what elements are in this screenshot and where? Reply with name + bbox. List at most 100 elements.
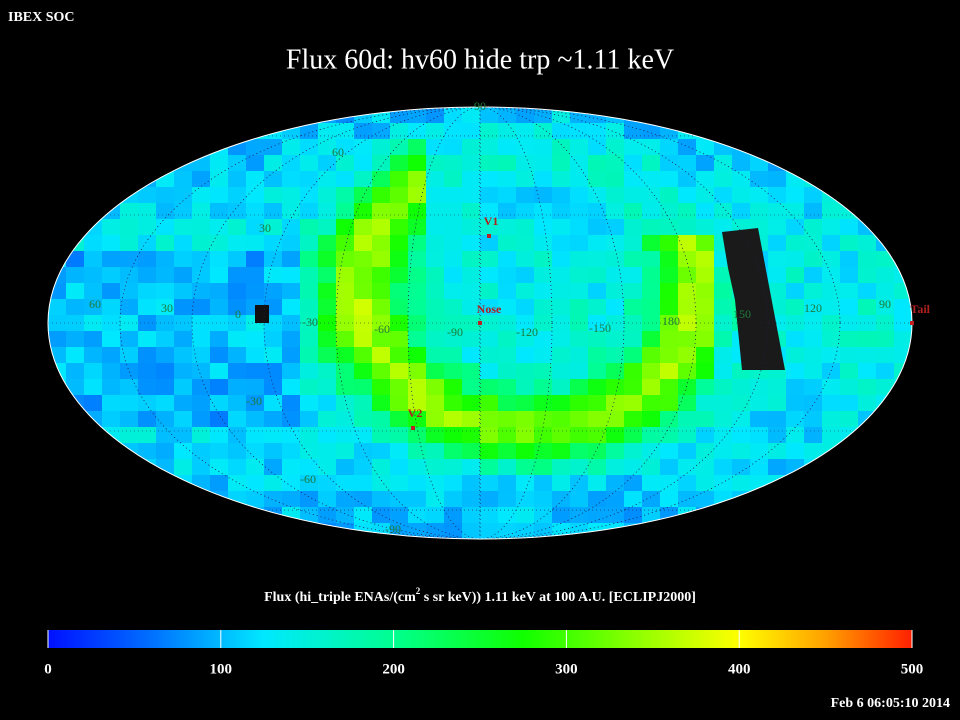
flux-pixel bbox=[588, 203, 607, 220]
flux-pixel bbox=[318, 187, 337, 204]
flux-pixel bbox=[462, 507, 481, 524]
flux-pixel bbox=[282, 459, 301, 476]
flux-pixel bbox=[408, 443, 427, 460]
flux-pixel bbox=[624, 459, 643, 476]
flux-pixel bbox=[354, 283, 373, 300]
flux-pixel bbox=[300, 283, 319, 300]
flux-pixel bbox=[534, 539, 553, 556]
flux-pixel bbox=[642, 267, 661, 284]
flux-pixel bbox=[606, 283, 625, 300]
flux-pixel bbox=[840, 379, 859, 396]
flux-pixel bbox=[696, 251, 715, 268]
flux-pixel bbox=[534, 155, 553, 172]
flux-pixel bbox=[174, 491, 193, 508]
flux-pixel bbox=[660, 427, 679, 444]
flux-pixel bbox=[84, 267, 103, 284]
flux-pixel bbox=[336, 139, 355, 156]
flux-pixel bbox=[678, 187, 697, 204]
flux-pixel bbox=[318, 123, 337, 140]
flux-pixel bbox=[372, 219, 391, 236]
flux-pixel bbox=[624, 171, 643, 188]
flux-pixel bbox=[876, 363, 895, 380]
flux-pixel bbox=[516, 187, 535, 204]
flux-pixel bbox=[516, 491, 535, 508]
flux-pixel bbox=[102, 443, 121, 460]
flux-pixel bbox=[390, 539, 409, 556]
flux-pixel bbox=[336, 379, 355, 396]
flux-pixel bbox=[372, 347, 391, 364]
flux-pixel bbox=[822, 411, 841, 428]
flux-pixel bbox=[786, 395, 805, 412]
flux-pixel bbox=[210, 267, 229, 284]
flux-pixel bbox=[606, 267, 625, 284]
flux-pixel bbox=[516, 235, 535, 252]
flux-pixel bbox=[318, 443, 337, 460]
flux-pixel bbox=[426, 251, 445, 268]
flux-pixel bbox=[768, 379, 787, 396]
flux-pixel bbox=[714, 187, 733, 204]
flux-pixel bbox=[390, 283, 409, 300]
flux-pixel bbox=[246, 411, 265, 428]
flux-pixel bbox=[408, 203, 427, 220]
flux-pixel bbox=[318, 411, 337, 428]
flux-pixel bbox=[786, 411, 805, 428]
flux-pixel bbox=[552, 219, 571, 236]
flux-pixel bbox=[300, 363, 319, 380]
flux-pixel bbox=[876, 331, 895, 348]
flux-pixel bbox=[516, 379, 535, 396]
flux-pixel bbox=[192, 459, 211, 476]
flux-pixel bbox=[228, 379, 247, 396]
flux-pixel bbox=[156, 411, 175, 428]
flux-pixel bbox=[426, 203, 445, 220]
flux-pixel bbox=[804, 443, 823, 460]
flux-pixel bbox=[390, 123, 409, 140]
flux-pixel bbox=[192, 219, 211, 236]
flux-pixel bbox=[192, 411, 211, 428]
flux-pixel bbox=[426, 523, 445, 539]
flux-pixel bbox=[408, 283, 427, 300]
flux-pixel bbox=[552, 155, 571, 172]
flux-pixel bbox=[588, 235, 607, 252]
flux-pixel bbox=[156, 219, 175, 236]
flux-pixel bbox=[66, 219, 85, 236]
flux-pixel bbox=[120, 363, 139, 380]
flux-pixel bbox=[120, 395, 139, 412]
flux-pixel bbox=[750, 203, 769, 220]
flux-pixel bbox=[732, 379, 751, 396]
flux-pixel bbox=[642, 107, 661, 124]
flux-pixel bbox=[840, 347, 859, 364]
flux-pixel bbox=[714, 299, 733, 316]
flux-pixel bbox=[534, 443, 553, 460]
flux-pixel bbox=[462, 107, 481, 124]
flux-pixel bbox=[696, 427, 715, 444]
flux-pixel bbox=[516, 267, 535, 284]
colorbar-tick-label: 500 bbox=[901, 661, 924, 677]
flux-pixel bbox=[750, 155, 769, 172]
flux-pixel bbox=[732, 203, 751, 220]
flux-pixel bbox=[426, 107, 445, 124]
flux-pixel bbox=[444, 219, 463, 236]
flux-pixel bbox=[714, 459, 733, 476]
flux-pixel bbox=[606, 107, 625, 124]
flux-pixel bbox=[498, 459, 517, 476]
flux-pixel bbox=[390, 251, 409, 268]
flux-pixel bbox=[804, 427, 823, 444]
flux-pixel bbox=[138, 427, 157, 444]
flux-pixel bbox=[768, 171, 787, 188]
flux-pixel bbox=[498, 443, 517, 460]
flux-pixel bbox=[264, 475, 283, 492]
flux-pixel bbox=[678, 507, 697, 524]
flux-pixel bbox=[66, 395, 85, 412]
flux-pixel bbox=[426, 235, 445, 252]
flux-pixel bbox=[462, 315, 481, 332]
flux-pixel bbox=[390, 219, 409, 236]
flux-pixel bbox=[354, 187, 373, 204]
flux-pixel bbox=[552, 523, 571, 539]
flux-pixel bbox=[534, 123, 553, 140]
flux-pixel bbox=[642, 347, 661, 364]
flux-pixel bbox=[714, 315, 733, 332]
flux-pixel bbox=[660, 363, 679, 380]
flux-pixel bbox=[138, 347, 157, 364]
flux-pixel bbox=[552, 507, 571, 524]
flux-pixel bbox=[174, 395, 193, 412]
